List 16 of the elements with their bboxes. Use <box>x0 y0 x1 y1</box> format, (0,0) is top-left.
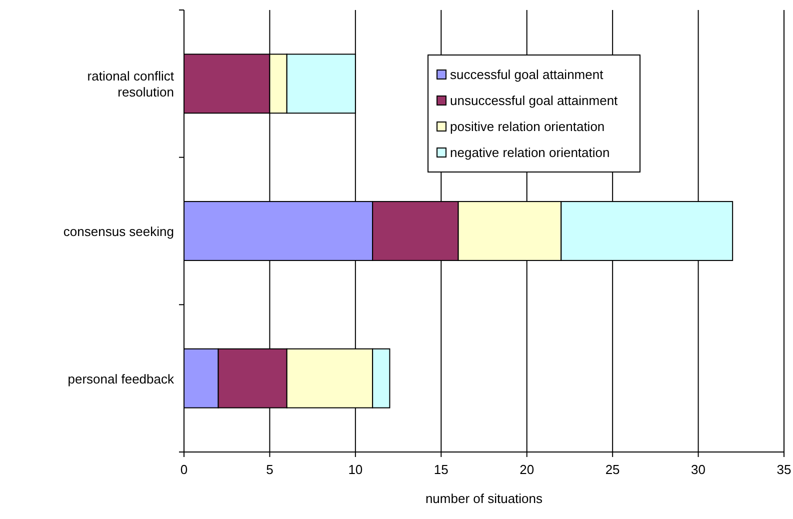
x-tick-label: 10 <box>348 462 363 477</box>
x-tick-label: 25 <box>605 462 620 477</box>
y-tick-label: consensus seeking <box>63 224 174 239</box>
x-tick-label: 30 <box>691 462 706 477</box>
legend-label: successful goal attainment <box>450 67 604 82</box>
legend-label: negative relation orientation <box>450 145 610 160</box>
x-tick-label: 5 <box>266 462 274 477</box>
x-tick-label: 35 <box>776 462 792 477</box>
y-tick-label: rational conflict resolution <box>87 68 174 100</box>
x-tick-label: 0 <box>180 462 188 477</box>
legend-label: positive relation orientation <box>450 119 605 134</box>
x-axis-title: number of situations <box>425 491 544 506</box>
x-tick-label: 15 <box>434 462 448 477</box>
legend-label: unsuccessful goal attainment <box>450 93 618 108</box>
y-tick-label: personal feedback <box>68 371 174 386</box>
x-tick-label: 20 <box>520 462 534 477</box>
